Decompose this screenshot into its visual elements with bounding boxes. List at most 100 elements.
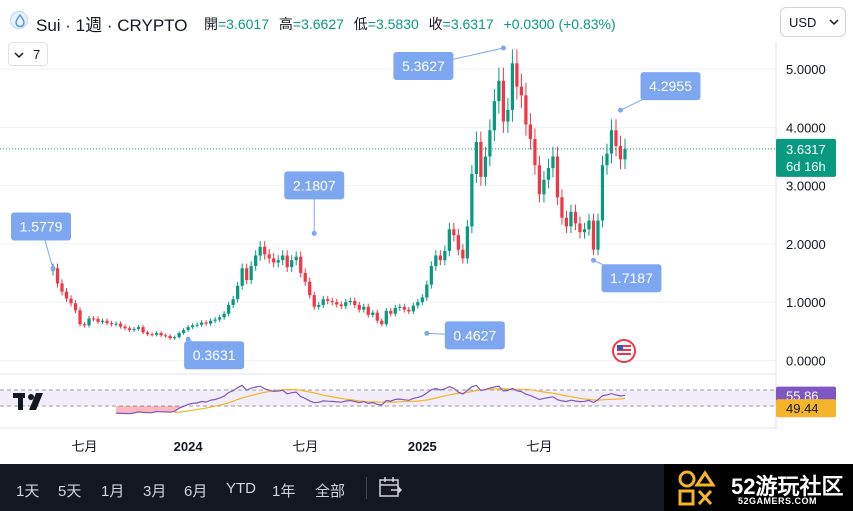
candle: [564, 210, 569, 233]
candle-body: [519, 86, 524, 96]
range-all-button[interactable]: 全部: [315, 483, 346, 500]
candle: [105, 318, 109, 326]
us-flag-icon[interactable]: [612, 339, 636, 363]
candle: [411, 302, 415, 315]
annotation-label: 0.4627: [453, 327, 496, 343]
range-1y-button[interactable]: 1年: [272, 483, 296, 500]
range-1m-button[interactable]: 1月: [101, 483, 125, 500]
candle: [546, 158, 551, 189]
candle: [488, 119, 492, 167]
candle-body: [91, 318, 96, 320]
symbol-title[interactable]: Sui · 1週 · CRYPTO: [36, 16, 188, 35]
range-ytd-button[interactable]: YTD: [226, 480, 256, 497]
candle: [587, 213, 591, 236]
annotation-dot: [185, 336, 191, 342]
candle-body: [515, 63, 519, 87]
candle-body: [524, 95, 528, 125]
candle-body: [240, 268, 244, 286]
candle-body: [60, 283, 64, 292]
candle-body: [127, 328, 132, 331]
candle-body: [317, 305, 321, 307]
candle: [470, 164, 474, 233]
last-price-value: 3.6317: [786, 142, 826, 157]
candle-body: [537, 165, 542, 195]
price-axis[interactable]: 5.0000 4.0000 3.0000 2.0000 1.0000 0.0000: [786, 62, 826, 368]
candle: [163, 333, 168, 338]
candle-body: [560, 197, 564, 218]
time-axis[interactable]: 七月 2024 七月 2025 七月: [72, 439, 553, 454]
rsi-line: [116, 384, 626, 415]
annotation-box: [184, 341, 245, 370]
candle: [281, 250, 285, 266]
range-6m-button[interactable]: 6月: [184, 483, 208, 500]
candle: [218, 314, 222, 322]
price-annotation: 1.5779: [11, 212, 71, 271]
candle: [330, 297, 334, 306]
candle-body: [114, 323, 118, 325]
candle-body: [591, 220, 596, 250]
candle-body: [357, 305, 361, 310]
candle: [78, 307, 82, 327]
candle: [308, 277, 312, 299]
tradingview-logo-icon: [13, 393, 43, 410]
candle: [605, 143, 609, 175]
candle-body: [492, 101, 497, 131]
candle-body: [308, 281, 312, 296]
candle: [609, 119, 614, 164]
open-label: 開: [204, 16, 218, 32]
candle: [96, 316, 100, 325]
annotation-label: 5.3627: [402, 58, 445, 74]
chart-header: Sui · 1週 · CRYPTO 開=3.6017 高=3.6627 低=3.…: [0, 0, 853, 42]
candle-body: [402, 306, 406, 310]
candle-body: [258, 246, 262, 256]
candle: [200, 320, 204, 328]
candle: [109, 320, 114, 327]
candle: [132, 326, 136, 333]
range-5d-button[interactable]: 5天: [58, 483, 82, 500]
candle-body: [195, 324, 199, 326]
candle: [371, 309, 375, 318]
watermark-title: 52游玩社区: [731, 474, 844, 499]
annotation-dot: [311, 230, 317, 236]
price-annotation: 5.3627: [393, 45, 506, 80]
candle: [614, 119, 618, 157]
indicators-toggle-button[interactable]: 7: [8, 42, 48, 66]
candle-body: [312, 295, 316, 307]
range-1d-button[interactable]: 1天: [16, 483, 40, 500]
range-3m-button[interactable]: 3月: [143, 483, 167, 500]
candle: [168, 334, 172, 340]
candle: [506, 98, 510, 133]
candle: [87, 315, 91, 328]
candle-body: [600, 165, 605, 221]
candle: [600, 155, 605, 228]
price-tick-label: 2.0000: [786, 237, 826, 252]
candle: [452, 222, 456, 242]
candle: [294, 251, 298, 266]
candle-body: [335, 302, 339, 305]
candle-body: [204, 322, 208, 324]
candle-body: [154, 332, 159, 335]
candle-body: [452, 229, 456, 236]
candle: [254, 250, 258, 271]
time-tick-label: 七月: [72, 439, 98, 454]
candle-body: [339, 304, 343, 307]
price-chart[interactable]: 1.5779 0.3631 2.1807 0.4627 5.3627 1.7187 4.29…: [0, 0, 853, 464]
candle: [317, 301, 321, 310]
currency-select[interactable]: USD: [780, 7, 846, 37]
price-tick-label: 0.0000: [786, 353, 826, 368]
candle-body: [118, 323, 123, 327]
annotation-label: 0.3631: [193, 347, 236, 363]
bar-countdown: 6d 16h: [786, 159, 826, 174]
calendar-goto-icon[interactable]: [378, 476, 404, 500]
candle: [73, 300, 78, 314]
candle-body: [461, 249, 465, 259]
candle: [393, 304, 397, 317]
candle-body: [222, 313, 226, 318]
candle-body: [105, 320, 109, 324]
annotation-box: [601, 264, 662, 293]
candle-body: [145, 332, 150, 335]
candle: [299, 251, 303, 278]
candle: [438, 250, 442, 266]
candle: [434, 250, 438, 271]
candle-body: [136, 327, 141, 329]
